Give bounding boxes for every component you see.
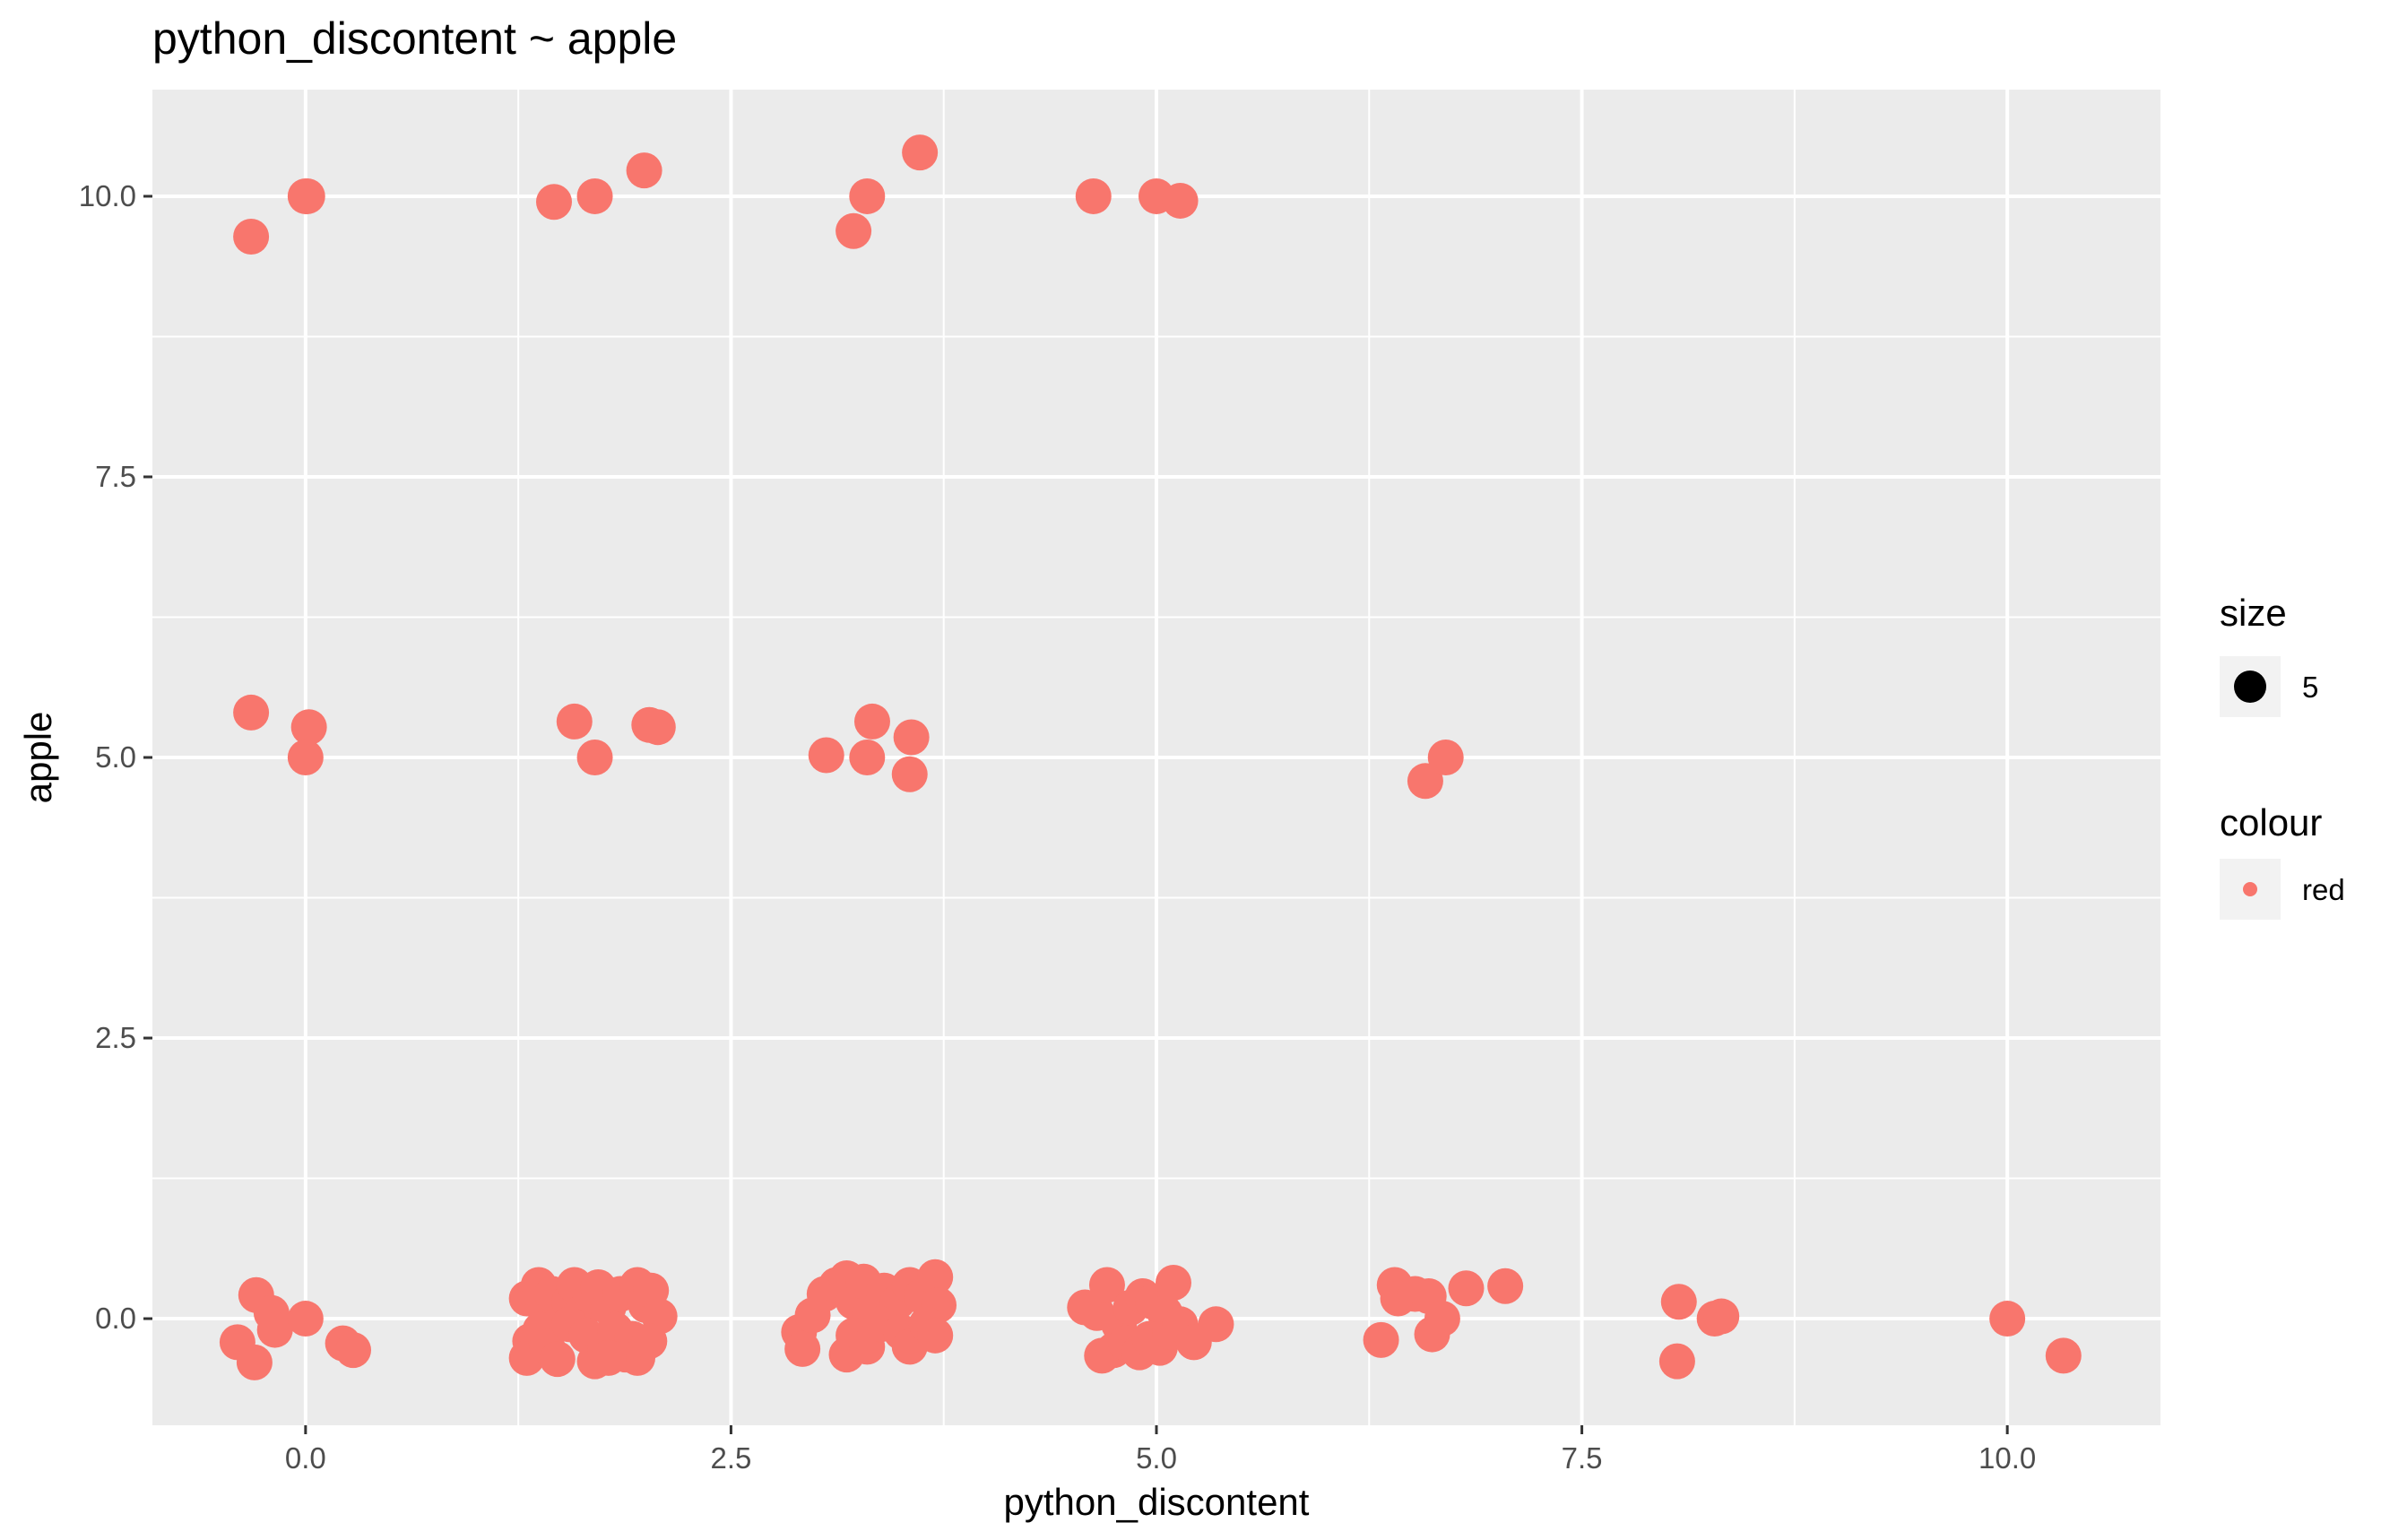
x-tick-label: 7.5 [1562,1441,1603,1475]
data-point [233,694,270,731]
data-point [893,719,930,756]
data-point [335,1332,371,1369]
legend-size-label: 5 [2302,671,2318,704]
data-point [1075,177,1112,214]
data-point [1088,1267,1125,1303]
chart-title: python_discontent ~ apple [152,13,677,64]
data-point [233,219,270,255]
data-point [1487,1267,1524,1304]
data-point [849,740,886,775]
data-point [576,740,613,775]
data-point [2045,1337,2082,1374]
data-point [631,1323,668,1360]
data-point [287,740,324,775]
data-point [536,184,572,221]
legend-size-title: size [2220,592,2287,634]
data-point [1427,740,1464,775]
data-point [290,709,327,746]
data-point [1162,182,1199,219]
data-point [1660,1284,1697,1320]
data-point [808,737,844,774]
x-tick-label: 5.0 [1136,1441,1177,1475]
data-point [236,1344,273,1380]
data-point [590,1339,627,1376]
data-point [1448,1270,1485,1307]
data-point [556,703,593,740]
x-axis-title: python_discontent [1004,1481,1310,1523]
major-gridlines [152,90,2160,1425]
y-axis-title: apple [17,712,59,804]
y-tick-label: 2.5 [95,1021,136,1054]
data-point [1363,1321,1399,1358]
y-tick-label: 7.5 [95,460,136,493]
data-point [639,709,676,746]
y-tick-label: 0.0 [95,1302,136,1335]
data-point [287,1301,324,1337]
data-point [891,756,928,792]
data-point [902,134,939,171]
data-point [853,703,890,740]
data-point [1703,1298,1740,1335]
data-point [1155,1264,1191,1301]
legend-colour-title: colour [2220,801,2322,844]
data-point [836,212,872,249]
data-point [917,1317,954,1354]
data-point [917,1259,954,1295]
x-tick-label: 2.5 [710,1441,751,1475]
data-point [1407,763,1443,800]
data-point [1198,1306,1234,1343]
x-tick-label: 0.0 [285,1441,326,1475]
y-tick-label: 10.0 [79,179,136,212]
data-point [289,177,325,214]
data-point [1424,1301,1460,1337]
legend-colour-label: red [2302,873,2345,906]
data-points [219,134,2082,1380]
x-axis: 0.0 2.5 5.0 7.5 10.0 [285,1425,2036,1475]
data-point [784,1330,821,1367]
y-tick-label: 5.0 [95,740,136,774]
data-point [1658,1343,1695,1380]
data-point [1989,1301,2026,1337]
data-point [849,177,886,214]
legend-colour-symbol [2243,882,2257,896]
data-point [256,1311,293,1348]
legend-size-symbol [2234,671,2266,703]
data-point [576,177,613,214]
data-point [626,152,662,189]
x-tick-label: 10.0 [1978,1441,2036,1475]
data-point [539,1341,576,1378]
legend: size 5 colour red [2220,592,2345,920]
y-axis: 0.0 2.5 5.0 7.5 10.0 [79,179,152,1335]
